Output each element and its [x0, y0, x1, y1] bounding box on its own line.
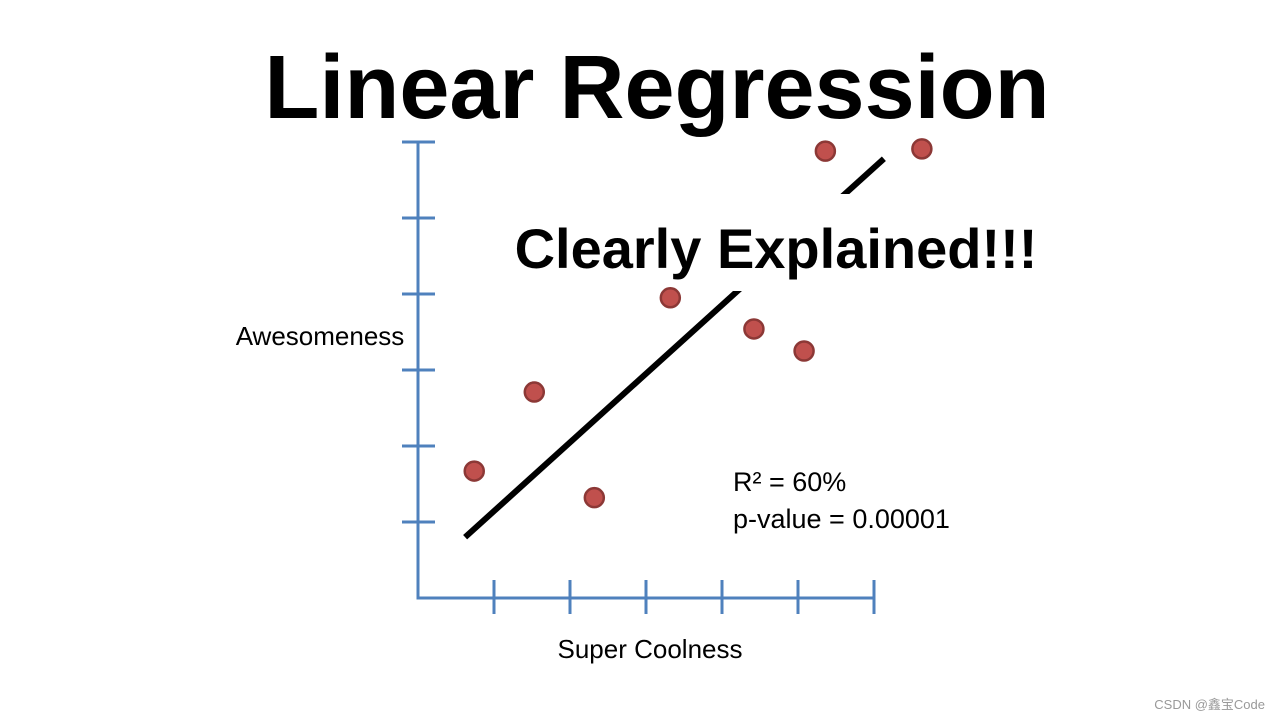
- chart-title: Linear Regression: [264, 38, 1049, 138]
- annotation: p-value = 0.00001: [733, 504, 950, 534]
- point: [523, 381, 546, 403]
- subtitle-background: [478, 194, 1078, 291]
- point: [659, 287, 682, 309]
- point: [583, 486, 606, 509]
- point: [743, 318, 765, 340]
- point: [814, 140, 837, 162]
- point: [793, 340, 815, 362]
- point: [911, 138, 933, 160]
- watermark: CSDN @鑫宝Code: [1154, 697, 1265, 712]
- point: [463, 460, 485, 482]
- subtitle: Clearly Explained!!!: [515, 217, 1038, 280]
- annotation: R² = 60%: [733, 467, 846, 497]
- y-axis-label: Awesomeness: [236, 321, 405, 351]
- x-axis-label: Super Coolness: [558, 634, 743, 664]
